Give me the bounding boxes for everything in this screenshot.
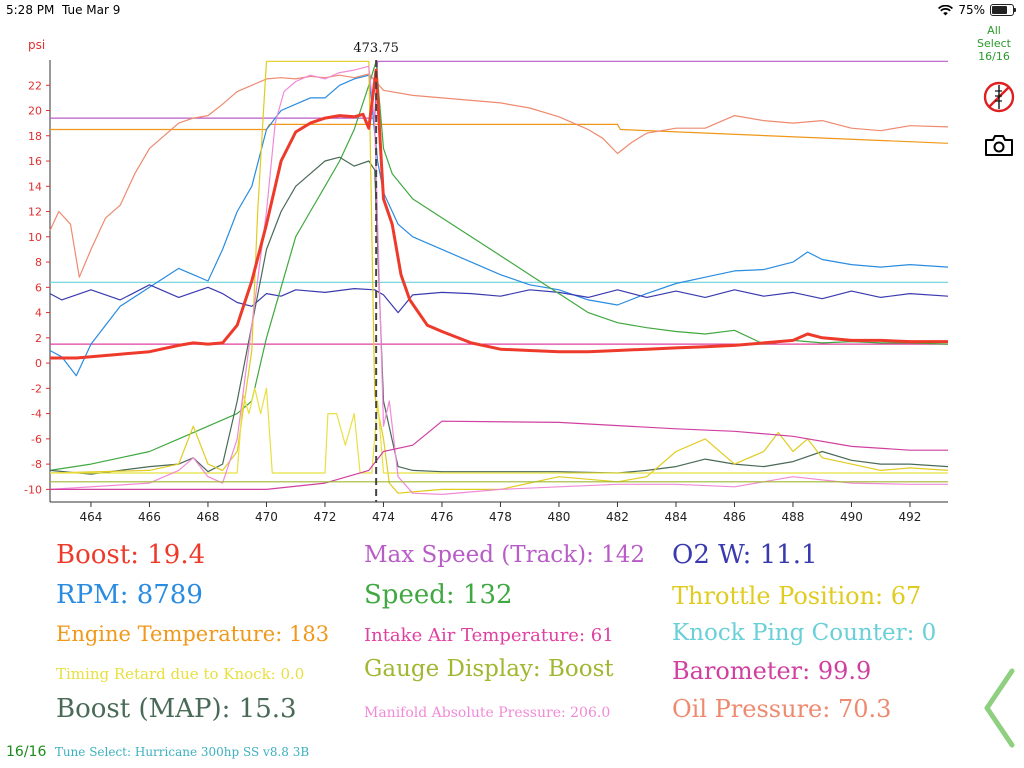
- status-date: Tue Mar 9: [62, 3, 121, 17]
- series-line: [49, 60, 949, 471]
- tune-select-link[interactable]: Tune Select: Hurricane 300hp SS v8.8 3B: [54, 745, 310, 759]
- battery-icon: [990, 4, 1016, 16]
- battery-percent: 75%: [958, 3, 985, 17]
- y-tick-label: -10: [24, 483, 42, 496]
- x-tick-label: 476: [431, 510, 454, 524]
- x-tick-label: 492: [899, 510, 922, 524]
- y-tick-label: -2: [31, 382, 42, 395]
- camera-icon[interactable]: [984, 133, 1014, 157]
- footer: 16/16 Tune Select: Hurricane 300hp SS v8…: [6, 744, 309, 760]
- x-tick-label: 474: [372, 510, 395, 524]
- y-tick-label: 2: [35, 332, 42, 345]
- y-tick-label: 0: [35, 357, 42, 370]
- y-tick-label: 12: [28, 206, 42, 219]
- readout-gauge-display[interactable]: Gauge Display: Boost: [364, 656, 614, 682]
- x-tick-label: 464: [79, 510, 102, 524]
- y-tick-label: -4: [31, 408, 42, 421]
- x-tick-label: 490: [840, 510, 863, 524]
- chevron-left-icon[interactable]: [982, 668, 1016, 748]
- series-line: [49, 65, 948, 495]
- x-tick-label: 472: [314, 510, 337, 524]
- select-all-button[interactable]: All Select 16/16: [977, 24, 1011, 63]
- side-controls: All Select 16/16: [974, 24, 1014, 63]
- x-tick-label: 478: [489, 510, 512, 524]
- readout-manifold-absolute-pressure[interactable]: Manifold Absolute Pressure: 206.0: [364, 705, 611, 721]
- readout-oil-pressure[interactable]: Oil Pressure: 70.3: [672, 695, 892, 723]
- series-line: [49, 156, 949, 475]
- sensor-readouts: Boost: 19.4 RPM: 8789 Engine Temperature…: [56, 540, 986, 735]
- page-count: 16/16: [6, 744, 47, 760]
- y-tick-label: -6: [31, 433, 42, 446]
- readout-boost-map[interactable]: Boost (MAP): 15.3: [56, 694, 297, 724]
- readout-intake-air-temperature[interactable]: Intake Air Temperature: 61: [364, 625, 614, 646]
- series-line: [50, 68, 948, 360]
- status-time: 5:28 PM Tue Mar 9: [6, 3, 121, 17]
- series-line: [49, 74, 949, 377]
- y-tick-label: 20: [28, 105, 42, 118]
- x-tick-label: 468: [197, 510, 220, 524]
- y-tick-label: 10: [28, 231, 42, 244]
- readout-max-speed[interactable]: Max Speed (Track): 142: [364, 542, 646, 568]
- readout-speed[interactable]: Speed: 132: [364, 580, 513, 610]
- y-unit-label: psi: [28, 38, 45, 52]
- y-tick-label: 16: [28, 155, 42, 168]
- readout-rpm[interactable]: RPM: 8789: [56, 580, 203, 610]
- readout-throttle-position[interactable]: Throttle Position: 67: [672, 582, 922, 610]
- cursor-label: 473.75: [353, 41, 399, 56]
- x-tick-label: 484: [665, 510, 688, 524]
- x-tick-label: 482: [606, 510, 629, 524]
- x-tick-label: 466: [138, 510, 161, 524]
- y-tick-label: 18: [28, 130, 42, 143]
- series-line: [49, 73, 949, 278]
- readout-knock-ping-counter[interactable]: Knock Ping Counter: 0: [672, 620, 937, 646]
- y-tick-label: 6: [35, 281, 42, 294]
- series-line: [50, 123, 949, 144]
- x-tick-label: 470: [255, 510, 278, 524]
- y-tick-label: 8: [35, 256, 42, 269]
- series-line: [50, 420, 948, 490]
- y-tick-label: 14: [28, 180, 42, 193]
- readout-engine-temperature[interactable]: Engine Temperature: 183: [56, 622, 330, 646]
- y-tick-label: 4: [35, 307, 42, 320]
- no-gauge-icon[interactable]: [982, 80, 1016, 114]
- series-line: [49, 60, 949, 494]
- series-line: [50, 387, 948, 474]
- series-line: [50, 60, 948, 119]
- x-tick-label: 480: [548, 510, 571, 524]
- readout-timing-retard[interactable]: Timing Retard due to Knock: 0.0: [56, 665, 305, 683]
- readout-barometer[interactable]: Barometer: 99.9: [672, 657, 872, 685]
- x-tick-label: 488: [782, 510, 805, 524]
- y-tick-label: 22: [28, 79, 42, 92]
- y-tick-label: -8: [31, 458, 42, 471]
- wifi-icon: [938, 4, 954, 15]
- status-bar: 5:28 PM Tue Mar 9 75%: [0, 0, 1024, 20]
- readout-o2-w[interactable]: O2 W: 11.1: [672, 540, 818, 570]
- series-line: [49, 284, 949, 314]
- readout-boost[interactable]: Boost: 19.4: [56, 540, 206, 570]
- x-tick-label: 486: [723, 510, 746, 524]
